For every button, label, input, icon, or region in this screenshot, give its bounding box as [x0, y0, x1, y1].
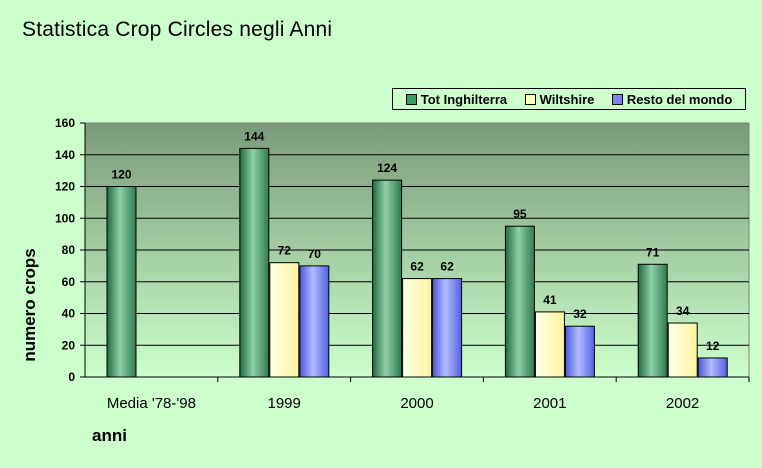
bar-tot-inghilterra-1999	[239, 147, 270, 378]
bar-resto-del-mondo-2002	[697, 357, 728, 378]
data-label: 34	[676, 304, 690, 318]
legend-swatch-resto-del-mondo	[611, 93, 623, 105]
data-label: 95	[513, 207, 527, 221]
data-label: 32	[573, 307, 587, 321]
bar-tot-inghilterra-media-78-98	[106, 186, 137, 378]
legend-swatch-tot-inghilterra	[405, 93, 417, 105]
x-tick-label: 2002	[666, 395, 699, 412]
bar-wiltshire-2001	[534, 311, 565, 378]
bar-tot-inghilterra-2001	[504, 225, 535, 378]
legend: Tot Inghilterra Wiltshire Resto del mond…	[392, 88, 746, 110]
legend-label-tot-inghilterra: Tot Inghilterra	[420, 91, 508, 107]
bar-tot-inghilterra-2002	[637, 263, 668, 378]
bar-wiltshire-1999	[269, 262, 300, 378]
legend-label-wiltshire: Wiltshire	[539, 91, 595, 107]
bar-resto-del-mondo-2001	[564, 325, 595, 378]
bar-wiltshire-2000	[402, 278, 433, 378]
x-tick-label: 2000	[400, 395, 433, 412]
legend-label-resto-del-mondo: Resto del mondo	[626, 91, 733, 107]
data-label: 71	[646, 245, 660, 259]
data-label: 62	[440, 260, 454, 274]
y-tick-label: 40	[62, 307, 76, 321]
bar-resto-del-mondo-1999	[299, 265, 330, 378]
y-tick-label: 20	[62, 338, 76, 352]
data-label: 72	[278, 244, 292, 258]
y-tick-label: 100	[55, 211, 75, 225]
data-label: 12	[706, 339, 720, 353]
y-tick-label: 140	[55, 148, 75, 162]
legend-swatch-wiltshire	[524, 93, 536, 105]
data-label: 41	[543, 293, 557, 307]
data-label: 70	[308, 247, 322, 261]
bar-wiltshire-2002	[667, 322, 698, 378]
x-tick-label: Media '78-'98	[107, 395, 196, 412]
x-axis-title: anni	[92, 426, 127, 445]
y-tick-label: 80	[62, 243, 76, 257]
data-label: 120	[111, 168, 131, 182]
x-tick-label: 2001	[533, 395, 566, 412]
x-tick-label: 1999	[268, 395, 301, 412]
y-tick-label: 60	[62, 275, 76, 289]
data-label: 144	[244, 129, 264, 143]
legend-item-wiltshire: Wiltshire	[524, 91, 595, 107]
legend-item-resto-del-mondo: Resto del mondo	[611, 91, 733, 107]
y-axis-title: numero crops	[20, 248, 39, 361]
y-tick-label: 160	[55, 116, 75, 130]
bar-tot-inghilterra-2000	[372, 179, 403, 378]
bar-resto-del-mondo-2000	[432, 278, 463, 378]
data-label: 62	[410, 260, 424, 274]
y-tick-label: 0	[68, 370, 75, 384]
legend-item-tot-inghilterra: Tot Inghilterra	[405, 91, 508, 107]
data-label: 124	[377, 161, 397, 175]
y-tick-label: 120	[55, 180, 75, 194]
chart-title: Statistica Crop Circles negli Anni	[22, 18, 333, 41]
